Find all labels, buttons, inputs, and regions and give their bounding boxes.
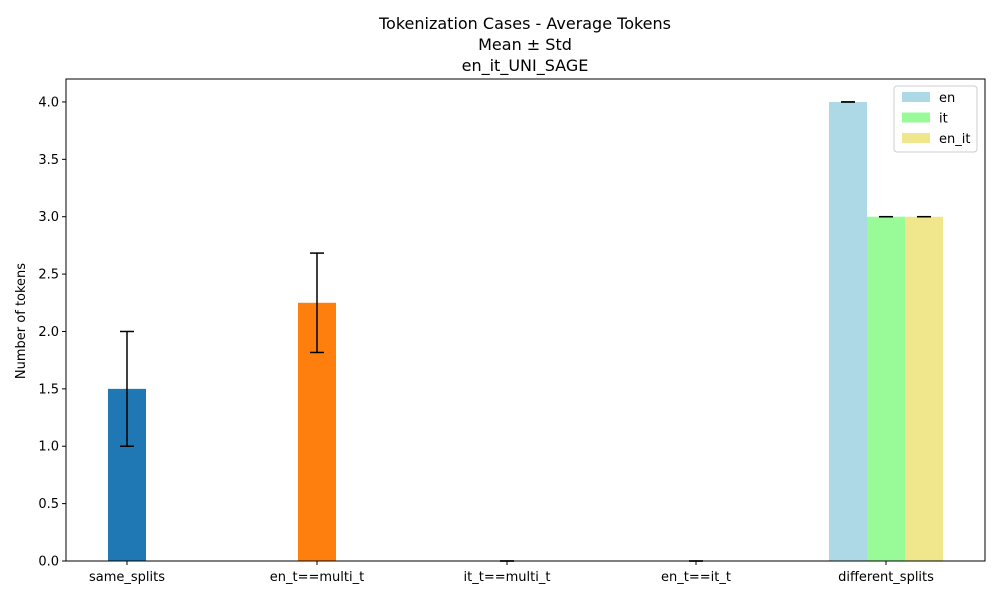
chart-title-line-2: Mean ± Std <box>478 35 572 54</box>
y-tick-label: 1.5 <box>38 382 59 397</box>
bar-different_splits-en_it <box>905 216 943 561</box>
error-bars-layer <box>120 101 931 562</box>
bar-different_splits-en <box>829 101 867 561</box>
x-tick-label: same_splits <box>89 570 165 585</box>
legend-swatch-it <box>902 112 930 123</box>
x-axis-ticks: same_splits en_t==multi_t it_t==multi_t en_… <box>89 561 934 585</box>
y-tick-label: 0.0 <box>38 555 59 570</box>
bars-layer <box>108 101 943 561</box>
plot-area-frame <box>65 78 986 562</box>
legend-swatch-en_it <box>902 133 930 143</box>
legend-label-en: en <box>939 91 955 106</box>
chart-title-line-1: Tokenization Cases - Average Tokens <box>378 14 671 33</box>
y-axis-ticks: 0.0 0.5 1.0 1.5 2.0 2.5 3.0 3.5 4.0 <box>38 95 66 570</box>
x-tick-label: it_t==multi_t <box>464 570 551 585</box>
bar-different_splits-it <box>867 216 905 561</box>
y-tick-label: 1.0 <box>38 440 59 455</box>
y-axis-label: Number of tokens <box>14 263 29 379</box>
chart-title-line-3: en_it_UNI_SAGE <box>462 56 589 76</box>
y-tick-label: 4.0 <box>38 95 59 110</box>
x-tick-label: en_t==it_t <box>661 570 731 585</box>
legend-label-it: it <box>939 112 948 127</box>
y-tick-label: 0.5 <box>38 497 59 512</box>
x-tick-label: en_t==multi_t <box>270 570 364 585</box>
x-tick-label: different_splits <box>838 570 934 585</box>
y-tick-label: 3.5 <box>38 153 59 168</box>
chart-title: Tokenization Cases - Average Tokens Mean… <box>378 14 671 76</box>
y-tick-label: 3.0 <box>38 210 59 225</box>
y-tick-label: 2.5 <box>38 268 59 283</box>
legend-label-en_it: en_it <box>939 132 970 147</box>
y-tick-label: 2.0 <box>38 325 59 340</box>
legend-swatch-en <box>902 92 930 102</box>
legend: en it en_it <box>893 85 978 153</box>
